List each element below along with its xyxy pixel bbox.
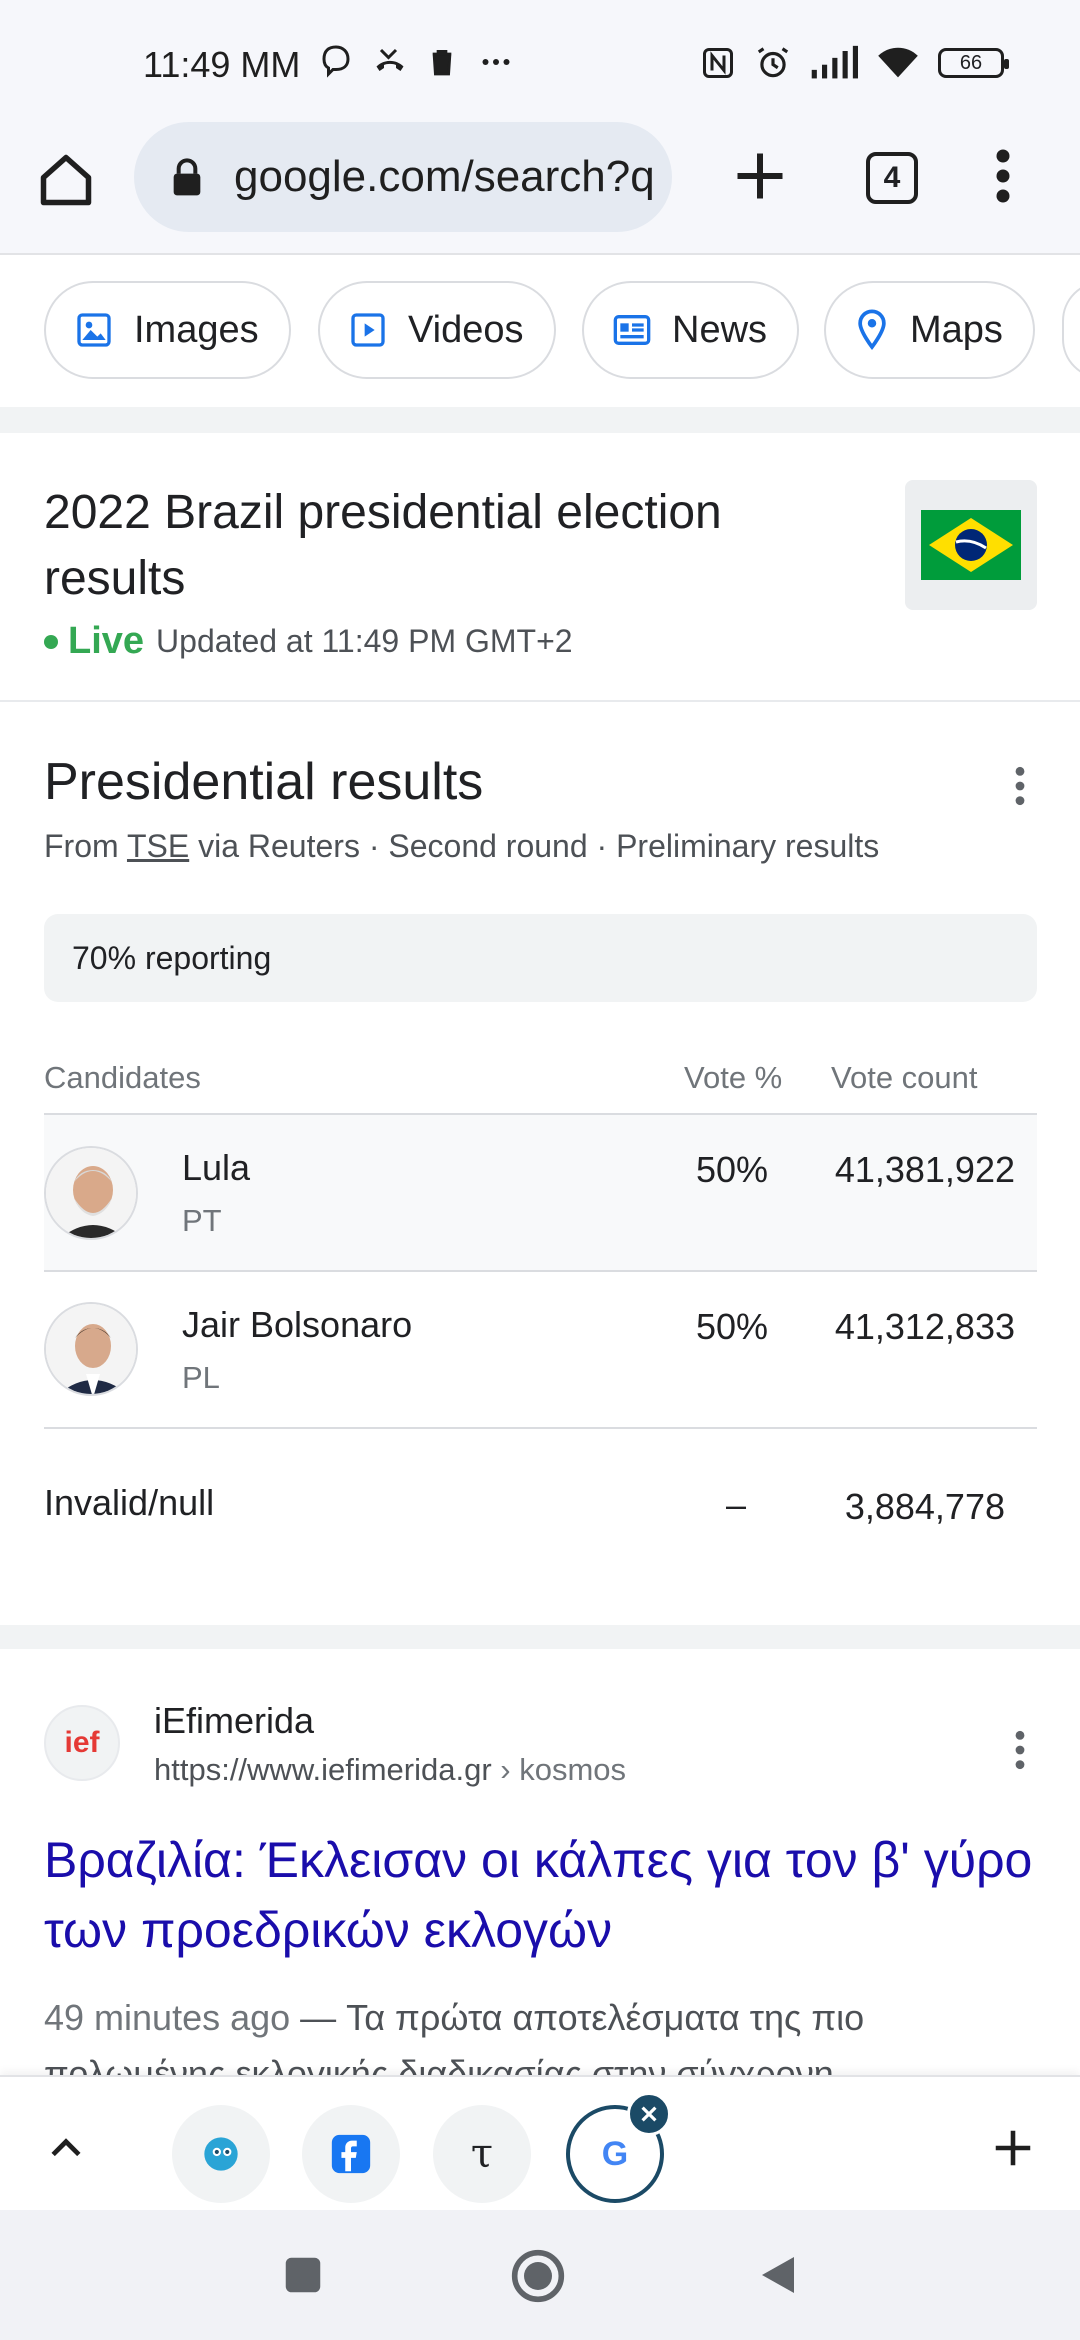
news-icon	[613, 315, 651, 345]
bolsonaro-avatar	[44, 1302, 138, 1396]
google-glyph: G	[601, 2134, 629, 2173]
site-name[interactable]: iEfimerida	[154, 1700, 315, 1741]
browser-menu-icon[interactable]	[985, 146, 1021, 206]
signal-icon	[811, 45, 858, 79]
url-text: google.com/search?q	[234, 152, 655, 201]
url-breadcrumb: › kosmos	[491, 1752, 627, 1787]
battery-icon: 66	[938, 48, 1009, 78]
system-nav-bar	[0, 2210, 1080, 2340]
vote-pct: 50%	[695, 1149, 768, 1190]
chip-label: Videos	[408, 308, 524, 351]
chevron-up-icon[interactable]	[44, 2127, 88, 2171]
site-logo: ief	[44, 1705, 120, 1781]
status-time: 11:49 MM	[143, 44, 301, 85]
missed-call-icon	[376, 48, 404, 71]
recents-square-icon[interactable]	[280, 2252, 326, 2298]
search-filter-chips: Images Videos News Maps	[0, 257, 1080, 407]
browser-toolbar: google.com/search?q 4	[0, 120, 1080, 255]
home-icon[interactable]	[36, 150, 96, 210]
chip-images[interactable]: Images	[44, 281, 291, 379]
facebook-tab-icon[interactable]	[302, 2105, 400, 2203]
results-more-icon[interactable]	[1010, 764, 1030, 808]
live-dot-icon	[44, 634, 58, 649]
x-glyph	[641, 2106, 657, 2122]
table-row[interactable]	[44, 1115, 1037, 1270]
invalid-count: 3,884,778	[844, 1486, 1005, 1527]
vote-pct: 50%	[695, 1306, 768, 1347]
results-heading: Presidential results	[44, 753, 484, 811]
chatbot-glyph	[204, 2137, 238, 2171]
facebook-glyph	[331, 2134, 371, 2174]
table-row[interactable]	[44, 1272, 1037, 1427]
column-header-candidates: Candidates	[44, 1060, 201, 1095]
chip-maps[interactable]: Maps	[824, 281, 1035, 379]
map-pin-icon	[858, 309, 886, 350]
chip-label: Images	[134, 308, 259, 351]
section-gap	[0, 1625, 1080, 1649]
more-notifications-icon	[482, 59, 510, 65]
candidate-name: Jair Bolsonaro	[182, 1304, 413, 1345]
lula-avatar	[44, 1146, 138, 1240]
chip-news[interactable]: News	[582, 281, 800, 379]
tab-strip: τ G	[0, 2075, 1080, 2210]
source-prefix: From	[44, 828, 127, 864]
vote-count: 41,312,833	[834, 1306, 1015, 1347]
table-divider	[44, 1270, 1037, 1272]
table-divider	[44, 1427, 1037, 1429]
address-bar[interactable]: google.com/search?q	[134, 122, 672, 232]
results-source: From TSE via Reuters · Second round · Pr…	[44, 828, 879, 865]
new-tab-plus-icon[interactable]	[990, 2125, 1036, 2171]
trash-icon	[432, 50, 452, 76]
status-bar: 11:49 MM 66	[0, 0, 1080, 120]
vote-count: 41,381,922	[834, 1149, 1015, 1190]
live-status: Live Updated at 11:49 PM GMT+2	[44, 620, 573, 663]
image-icon	[77, 313, 111, 347]
chip-more-partial[interactable]	[1062, 281, 1080, 379]
chatbot-tab-icon[interactable]	[172, 2105, 270, 2203]
close-tab-icon[interactable]	[627, 2092, 671, 2136]
chip-label: Maps	[910, 308, 1003, 351]
alarm-icon	[757, 47, 789, 78]
live-label: Live	[68, 620, 145, 662]
election-title: 2022 Brazil presidential election result…	[44, 486, 722, 605]
tse-link[interactable]: TSE	[126, 828, 190, 864]
candidate-party: PT	[182, 1203, 222, 1238]
snippet-time: 49 minutes ago	[44, 1997, 291, 2038]
lock-icon	[173, 158, 201, 196]
back-triangle-icon[interactable]	[754, 2250, 802, 2300]
tau-tab-icon[interactable]: τ	[433, 2105, 531, 2203]
column-header-vote-count: Vote count	[831, 1060, 978, 1095]
site-logo-text: ief	[64, 1726, 100, 1759]
result-more-icon[interactable]	[1010, 1728, 1030, 1772]
url-domain: https://www.iefimerida.gr	[154, 1752, 492, 1787]
chip-videos[interactable]: Videos	[318, 281, 556, 379]
table-divider	[44, 1113, 1037, 1115]
brazil-flag-icon	[905, 480, 1037, 610]
flag-graphic	[921, 510, 1021, 580]
new-tab-plus-icon[interactable]	[730, 146, 790, 206]
result-title-link[interactable]: Βραζιλία: Έκλεισαν οι κάλπες για τον β' …	[44, 1832, 1033, 1958]
lula-portrait	[46, 1148, 136, 1238]
candidate-name: Lula	[182, 1147, 251, 1188]
site-url[interactable]: https://www.iefimerida.gr › kosmos	[154, 1752, 626, 1788]
video-icon	[351, 313, 385, 347]
chip-label: News	[672, 308, 768, 351]
section-gap	[0, 407, 1080, 433]
tab-switcher-button[interactable]: 4	[866, 152, 918, 204]
nfc-icon	[703, 48, 733, 78]
candidate-party: PL	[182, 1360, 220, 1395]
divider	[0, 700, 1080, 702]
reporting-status: 70% reporting	[44, 914, 1037, 1002]
invalid-pct: –	[725, 1484, 747, 1525]
home-circle-icon[interactable]	[510, 2248, 566, 2304]
column-header-vote-pct: Vote %	[684, 1060, 783, 1095]
wifi-icon	[878, 47, 918, 78]
invalid-label: Invalid/null	[44, 1482, 215, 1523]
bolsonaro-portrait	[46, 1304, 136, 1394]
notification-icons	[318, 44, 516, 80]
viber-icon	[322, 45, 350, 78]
system-icons: 66	[700, 44, 1009, 82]
updated-time: Updated at 11:49 PM GMT+2	[156, 623, 573, 659]
source-suffix: via Reuters · Second round · Preliminary…	[189, 828, 880, 864]
